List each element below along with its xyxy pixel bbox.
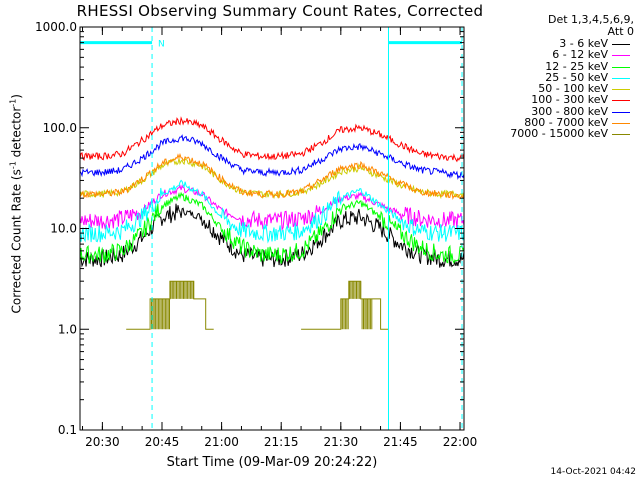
plot-frame [79,26,465,431]
legend-entry: 12 - 25 keV [478,59,634,73]
legend-swatch [612,44,630,45]
series-line-7 [79,152,465,200]
y-tick-label: 0.1 [58,423,77,437]
legend-label: 25 - 50 keV [545,70,608,84]
x-tick-label: 22:00 [443,435,478,449]
legend-entry: 50 - 100 keV [478,83,634,94]
legend: Det 1,3,4,5,6,9, Att 0 3 - 6 keV 6 - 12 … [478,14,634,140]
legend-label: 12 - 25 keV [545,59,608,73]
legend-header-attenuator: Att 0 [607,25,634,38]
x-axis-label: Start Time (09-Mar-09 20:24:22) [166,455,378,470]
y-tick-label: 10.0 [50,222,77,236]
y-axis-label-b: detector [9,106,24,162]
x-tick-label: 21:30 [324,435,359,449]
series-line-0 [79,203,465,268]
legend-entry: 6 - 12 keV [478,49,634,60]
legend-label: 3 - 6 keV [559,37,608,50]
timestamp: 14-Oct-2021 04:42 [550,467,636,477]
step-series-segment-1 [301,280,389,330]
series-line-2 [79,191,465,265]
x-tick-label: 21:00 [204,435,239,449]
legend-swatch [612,66,630,68]
y-axis-label: Corrected Count Rate (s-1 detector-1) [8,94,24,314]
x-tick-label: 21:45 [383,435,418,449]
legend-swatch [612,123,630,125]
y-tick-label: 1000.0 [35,20,77,34]
x-tick-label: 20:30 [85,435,120,449]
legend-label: 800 - 7000 keV [524,116,608,130]
legend-swatch [612,55,630,57]
night-bar-label: N [158,40,165,50]
y-axis-label-sup1: -1 [8,161,18,170]
legend-entry: 800 - 7000 keV [478,117,634,128]
series-line-3 [79,179,465,244]
y-tick-label: 1.0 [58,322,77,336]
legend-entry: 25 - 50 keV [478,72,634,83]
axes: 0.1 1.0 10.0 100.0 1000.0 20:30 20:45 21:00 21:1… [35,20,477,449]
legend-swatch [612,134,630,136]
y-axis-label-sup2: -1 [8,98,18,107]
series-line-5 [79,116,465,163]
legend-swatch [612,100,630,102]
step-series-spikes-1 [340,281,373,330]
legend-swatch [612,111,630,113]
legend-label: 6 - 12 keV [552,48,608,62]
y-axis-label-a: Corrected Count Rate (s [9,169,24,314]
y-tick-label: 100.0 [43,121,77,135]
step-series-segment-0 [126,280,214,330]
x-tick-label: 21:15 [264,435,299,449]
chart-title: RHESSI Observing Summary Count Rates, Co… [76,2,484,20]
legend-swatch [612,89,630,91]
legend-label: 50 - 100 keV [538,82,608,96]
series-line-6 [79,134,465,180]
step-series-spikes-0 [151,281,194,330]
legend-entry: 300 - 800 keV [478,106,634,117]
legend-header-detectors: Det 1,3,4,5,6,9, [547,13,634,26]
legend-entry: 3 - 6 keV [478,38,634,49]
legend-entry: 100 - 300 keV [478,93,634,107]
legend-entry: 7000 - 15000 keV [478,127,634,141]
x-tick-label: 20:45 [145,435,180,449]
legend-label: 100 - 300 keV [531,93,608,107]
plot-area: N [79,27,465,430]
legend-label: 300 - 800 keV [531,104,608,118]
legend-swatch [612,77,630,79]
y-axis-label-c: ) [9,94,24,99]
legend-label: 7000 - 15000 keV [510,127,608,141]
